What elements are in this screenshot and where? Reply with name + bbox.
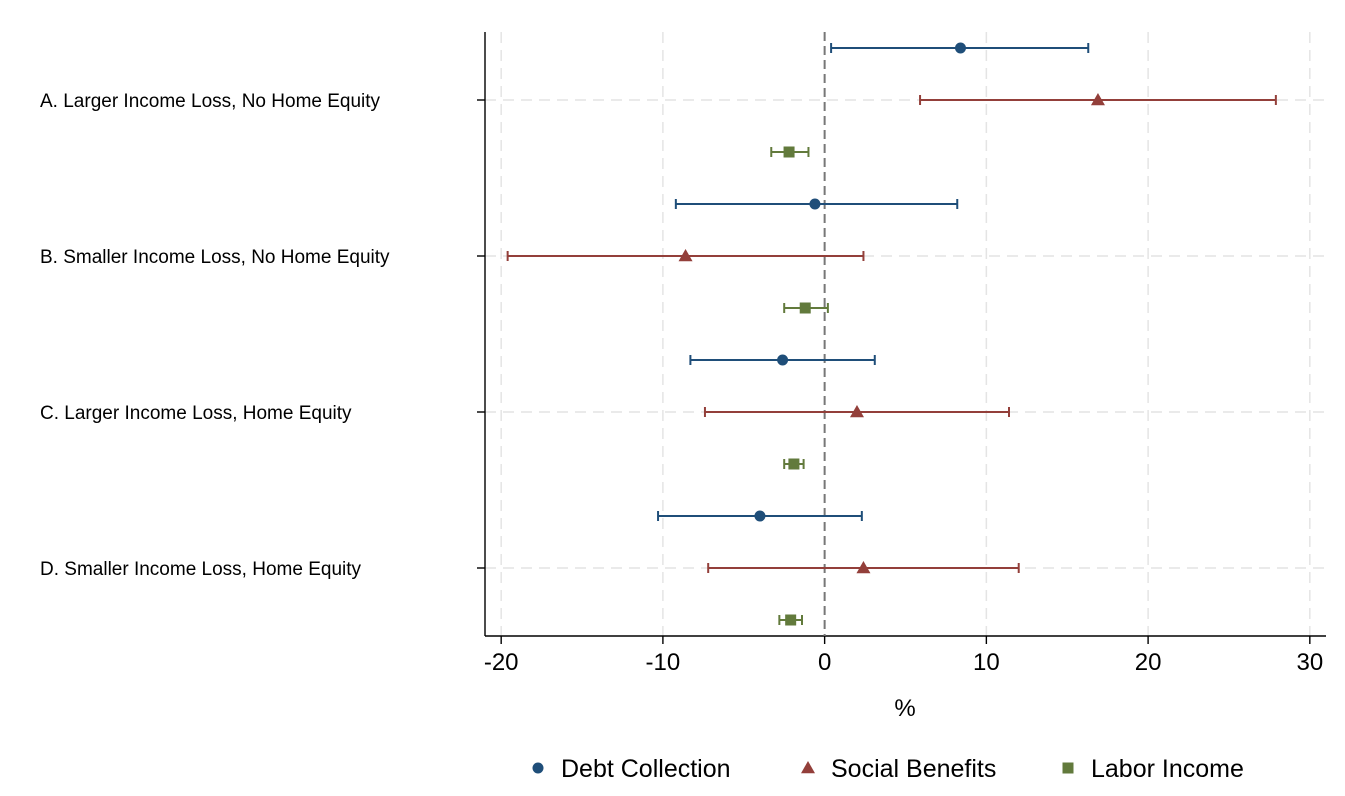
x-tick-label: -10 bbox=[646, 649, 681, 676]
point-estimate-marker bbox=[799, 302, 811, 314]
legend-marker-square bbox=[1062, 762, 1074, 774]
legend-label: Debt Collection bbox=[561, 755, 731, 783]
x-tick-label: 30 bbox=[1296, 649, 1323, 676]
axis-layer bbox=[477, 32, 1326, 644]
point-estimate-marker bbox=[678, 249, 693, 262]
point-estimate-marker bbox=[1090, 93, 1105, 106]
point-estimate-marker bbox=[856, 561, 871, 574]
x-tick-label: 10 bbox=[973, 649, 1000, 676]
legend-marker-triangle bbox=[801, 761, 815, 774]
series-social-benefits-point bbox=[919, 93, 1277, 106]
legend: Debt Collection Social Benefits Labor Inco… bbox=[532, 755, 1244, 783]
series-social-benefits-point bbox=[707, 561, 1020, 574]
grid-layer bbox=[485, 32, 1326, 636]
x-tick-label: -20 bbox=[484, 649, 519, 676]
x-tick-label: 0 bbox=[818, 649, 831, 676]
marks-layer bbox=[506, 32, 1277, 636]
point-estimate-marker bbox=[788, 458, 800, 470]
series-debt-collection-point bbox=[674, 198, 959, 210]
series-labor-income-point bbox=[778, 614, 803, 626]
legend-label: Social Benefits bbox=[831, 755, 996, 783]
point-estimate-marker bbox=[954, 42, 966, 54]
series-debt-collection-point bbox=[689, 354, 876, 366]
point-estimate-marker bbox=[785, 614, 797, 626]
point-estimate-marker bbox=[777, 354, 789, 366]
legend-item: Debt Collection bbox=[532, 755, 731, 783]
x-axis-title: % bbox=[894, 695, 915, 722]
series-labor-income-point bbox=[783, 302, 829, 314]
point-estimate-marker bbox=[809, 198, 821, 210]
labels-layer: -20 -10 0 10 20 30 A. Larger Income Loss, No H… bbox=[40, 91, 1323, 676]
legend-item: Labor Income bbox=[1062, 755, 1244, 783]
legend-label: Labor Income bbox=[1091, 755, 1244, 783]
series-labor-income-point bbox=[783, 458, 805, 470]
x-tick-label: 20 bbox=[1135, 649, 1162, 676]
category-label: B. Smaller Income Loss, No Home Equity bbox=[40, 247, 390, 268]
series-social-benefits-point bbox=[703, 405, 1011, 418]
series-debt-collection-point bbox=[657, 510, 863, 522]
series-social-benefits-point bbox=[506, 249, 865, 262]
category-label: A. Larger Income Loss, No Home Equity bbox=[40, 91, 381, 112]
category-label: C. Larger Income Loss, Home Equity bbox=[40, 403, 352, 424]
series-debt-collection-point bbox=[830, 42, 1090, 54]
legend-marker-circle bbox=[532, 762, 544, 774]
point-estimate-marker bbox=[849, 405, 864, 418]
point-estimate-marker bbox=[754, 510, 766, 522]
point-estimate-marker bbox=[783, 146, 795, 158]
category-label: D. Smaller Income Loss, Home Equity bbox=[40, 559, 362, 580]
series-labor-income-point bbox=[770, 146, 810, 158]
legend-item: Social Benefits bbox=[801, 755, 996, 783]
